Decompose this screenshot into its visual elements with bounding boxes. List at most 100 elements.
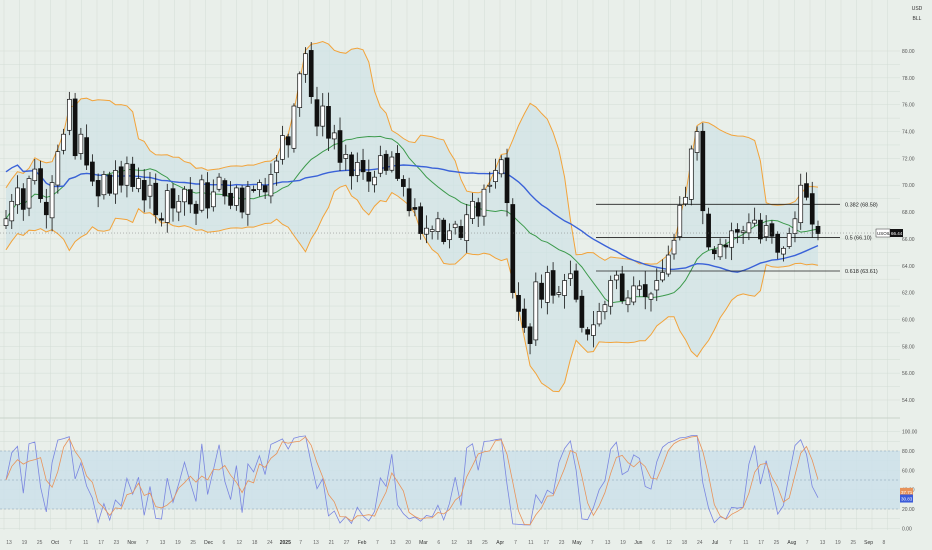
time-tick-label: 6 [223,540,226,546]
candle-body [349,154,354,177]
candle-body [573,270,579,300]
candle-body [619,273,625,302]
candle-body [90,161,95,182]
candle-body [210,191,216,208]
candle-body [711,249,717,255]
candle-body [740,230,746,233]
price-tick-label: 78.00 [902,76,915,82]
time-tick-label: Aug [787,540,796,546]
candle-body [539,282,544,300]
time-tick-label: 20 [405,540,411,546]
candle-body [637,285,642,290]
candle-body [280,135,285,160]
candle-body [49,182,55,219]
candle-body [763,225,769,238]
candle-body [153,182,159,216]
price-tick-label: 74.00 [902,130,915,136]
candle-body [193,203,199,214]
candle-body [585,329,590,335]
candle-body [625,297,631,306]
time-tick-label: 2025 [280,540,291,546]
candle-body [815,225,821,234]
candle-body [758,219,763,240]
candle-body [107,174,113,194]
candle-body [101,174,107,196]
candle-body [735,229,740,233]
candle-body [470,200,475,219]
candle-body [683,196,688,205]
time-tick-label: 23 [559,540,565,546]
candlesticks [3,42,821,355]
candle-body [631,285,637,303]
candle-body [377,155,383,174]
price-tick-label: 80.00 [902,49,915,55]
candle-body [729,230,734,248]
stochastic-k-line [5,434,819,526]
candle-body [291,105,297,149]
currency-line2: BLL [912,16,922,22]
candle-body [141,180,147,201]
candle-body [72,98,78,157]
candle-body [665,254,671,275]
candle-body [354,162,360,176]
candle-body [245,186,251,215]
candle-body [481,188,487,217]
candle-body [205,182,210,209]
candle-body [447,230,452,241]
time-tick-label: 19 [620,540,626,546]
price-tick-label: 62.00 [902,291,915,297]
candle-body [343,154,349,159]
candle-body [234,187,239,206]
candle-body [464,214,470,241]
candle-body [533,281,539,341]
time-tick-label: Sep [864,540,873,546]
candle-body [55,151,61,186]
value-tags: USOIL 66.44 37.71 30.83 [0,228,913,503]
bollinger-fill [6,41,818,392]
stoch-tick-label: 20.00 [902,507,915,513]
time-tick-label: 18 [682,540,688,546]
price-tick-label: 66.00 [902,237,915,243]
candle-body [521,308,527,328]
price-tick-label: 76.00 [902,103,915,109]
candle-body [412,207,418,210]
stoch-d-tag [900,494,913,503]
candle-body [498,159,504,175]
candle-body [401,179,406,187]
price-value-text: 66.44 [891,231,903,236]
time-tick-label: 24 [697,540,703,546]
candle-body [568,273,573,279]
stoch-tick-label: 100.00 [902,430,918,436]
candle-body [176,200,182,213]
time-tick-label: 7 [514,540,517,546]
time-tick-label: 12 [451,540,457,546]
candle-body [78,133,84,154]
time-tick-label: 7 [729,540,732,546]
time-tick-label: 12 [236,540,242,546]
time-axis: 13 19 25 Oct 7 11 17 23 Nov 7 13 19 25 Dec 6 12 18 24 2025… [6,540,885,546]
candle-body [458,226,464,238]
candle-body [222,180,228,197]
candle-body [452,223,458,228]
stochastic-d-line [5,435,819,526]
candle-body [199,179,205,211]
candle-body [544,272,550,303]
time-tick-label: 19 [835,540,841,546]
candle-body [723,244,729,248]
candle-body [285,136,291,146]
time-tick-label: 19 [175,540,181,546]
candle-body [642,284,648,297]
candle-body [510,204,516,293]
time-tick-label: 25 [190,540,196,546]
time-tick-label: 13 [605,540,611,546]
time-tick-label: Dec [204,540,213,546]
price-tick-label: 58.00 [902,344,915,350]
time-tick-label: 17 [543,540,549,546]
time-tick-label: 13 [6,540,12,546]
candle-body [84,137,89,166]
candle-body [596,311,602,325]
time-tick-label: 6 [652,540,655,546]
time-tick-label: 18 [467,540,473,546]
candle-body [3,218,9,226]
